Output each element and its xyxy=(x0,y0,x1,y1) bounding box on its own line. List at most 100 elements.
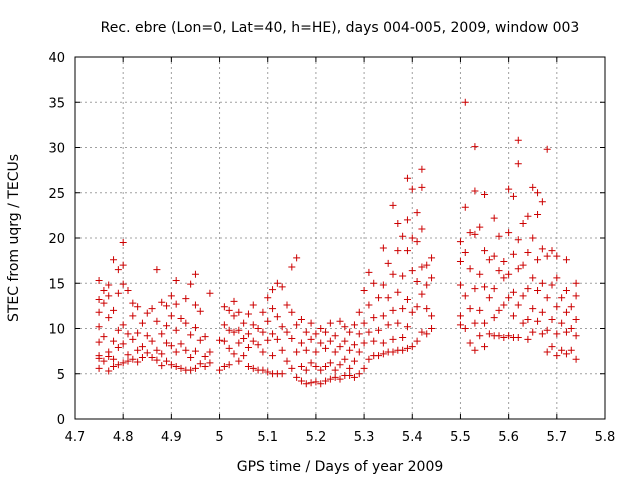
data-point xyxy=(389,201,397,209)
data-point xyxy=(572,332,580,340)
x-tick-label: 4.7 xyxy=(65,430,86,445)
data-point xyxy=(524,315,532,323)
data-point xyxy=(249,364,257,372)
data-point xyxy=(553,303,561,311)
data-point xyxy=(129,355,137,363)
data-point xyxy=(216,366,224,374)
data-point xyxy=(466,339,474,347)
data-point xyxy=(456,281,464,289)
data-point xyxy=(481,283,489,291)
data-point xyxy=(428,274,436,282)
data-point xyxy=(379,339,387,347)
data-point xyxy=(182,295,190,303)
data-point xyxy=(471,285,479,293)
data-point xyxy=(322,344,330,352)
data-point xyxy=(288,364,296,372)
data-point xyxy=(230,312,238,320)
data-point xyxy=(273,313,281,321)
data-point xyxy=(428,312,436,320)
data-point xyxy=(100,286,108,294)
data-point xyxy=(490,314,498,322)
data-point xyxy=(177,315,185,323)
data-point xyxy=(379,281,387,289)
data-point xyxy=(278,323,286,331)
x-tick-label: 5.1 xyxy=(257,430,278,445)
data-point xyxy=(360,319,368,327)
data-point xyxy=(384,259,392,267)
data-point xyxy=(134,303,142,311)
data-point xyxy=(399,272,407,280)
data-point xyxy=(220,321,228,329)
data-point xyxy=(119,359,127,367)
data-point xyxy=(259,366,267,374)
data-point xyxy=(529,234,537,242)
data-point xyxy=(254,325,262,332)
data-point xyxy=(264,336,272,344)
data-point xyxy=(548,315,556,323)
data-point xyxy=(562,286,570,294)
y-tick-label: 25 xyxy=(48,187,65,202)
data-point xyxy=(167,342,175,350)
data-point xyxy=(259,308,267,316)
data-point xyxy=(529,328,537,336)
data-point xyxy=(355,348,363,356)
data-point xyxy=(476,306,484,314)
data-point xyxy=(297,377,305,385)
data-point xyxy=(105,367,113,375)
data-point xyxy=(567,303,575,311)
data-point xyxy=(293,348,301,356)
data-point xyxy=(110,256,118,264)
x-tick-labels: 4.7 4.8 4.9 5 5.1 5.2 5.3 5.4 5.5 5.6 5.7 5.8 xyxy=(65,430,616,445)
data-point xyxy=(403,174,411,182)
data-point xyxy=(389,306,397,314)
data-point xyxy=(172,363,180,371)
data-point xyxy=(495,332,503,340)
data-point xyxy=(148,353,156,361)
data-point xyxy=(370,314,378,322)
data-point xyxy=(249,321,257,329)
data-point xyxy=(394,220,402,228)
data-point xyxy=(163,322,171,330)
data-point xyxy=(346,328,354,336)
data-point xyxy=(196,307,204,315)
data-point xyxy=(196,360,204,368)
data-point xyxy=(206,289,214,297)
data-point xyxy=(220,363,228,371)
data-point xyxy=(110,306,118,314)
data-point xyxy=(119,280,127,288)
data-point xyxy=(105,292,113,300)
data-point xyxy=(514,160,522,168)
data-point xyxy=(524,335,532,343)
data-point xyxy=(264,294,272,302)
data-point xyxy=(322,377,330,385)
data-point xyxy=(375,294,383,302)
data-point xyxy=(201,333,209,341)
data-point xyxy=(456,312,464,320)
x-tick-label: 5.6 xyxy=(498,430,519,445)
data-point xyxy=(264,368,272,376)
y-axis-label: STEC from uqrg / TECUs xyxy=(6,154,22,322)
data-point xyxy=(196,336,204,344)
data-point xyxy=(408,343,416,351)
data-point xyxy=(235,339,243,347)
data-point xyxy=(505,229,513,237)
data-point xyxy=(418,165,426,173)
data-point xyxy=(167,361,175,369)
data-point xyxy=(365,268,373,276)
y-tick-label: 10 xyxy=(48,323,65,338)
data-point xyxy=(230,297,238,305)
data-point xyxy=(163,357,171,365)
data-point xyxy=(375,352,383,360)
data-point xyxy=(350,341,358,349)
data-point xyxy=(191,364,199,372)
data-point xyxy=(331,348,339,356)
data-point xyxy=(355,370,363,378)
data-point xyxy=(244,330,252,338)
data-point xyxy=(567,346,575,354)
data-point xyxy=(95,308,103,316)
data-point xyxy=(495,267,503,275)
x-tick-label: 5.7 xyxy=(546,430,567,445)
data-point xyxy=(288,263,296,271)
